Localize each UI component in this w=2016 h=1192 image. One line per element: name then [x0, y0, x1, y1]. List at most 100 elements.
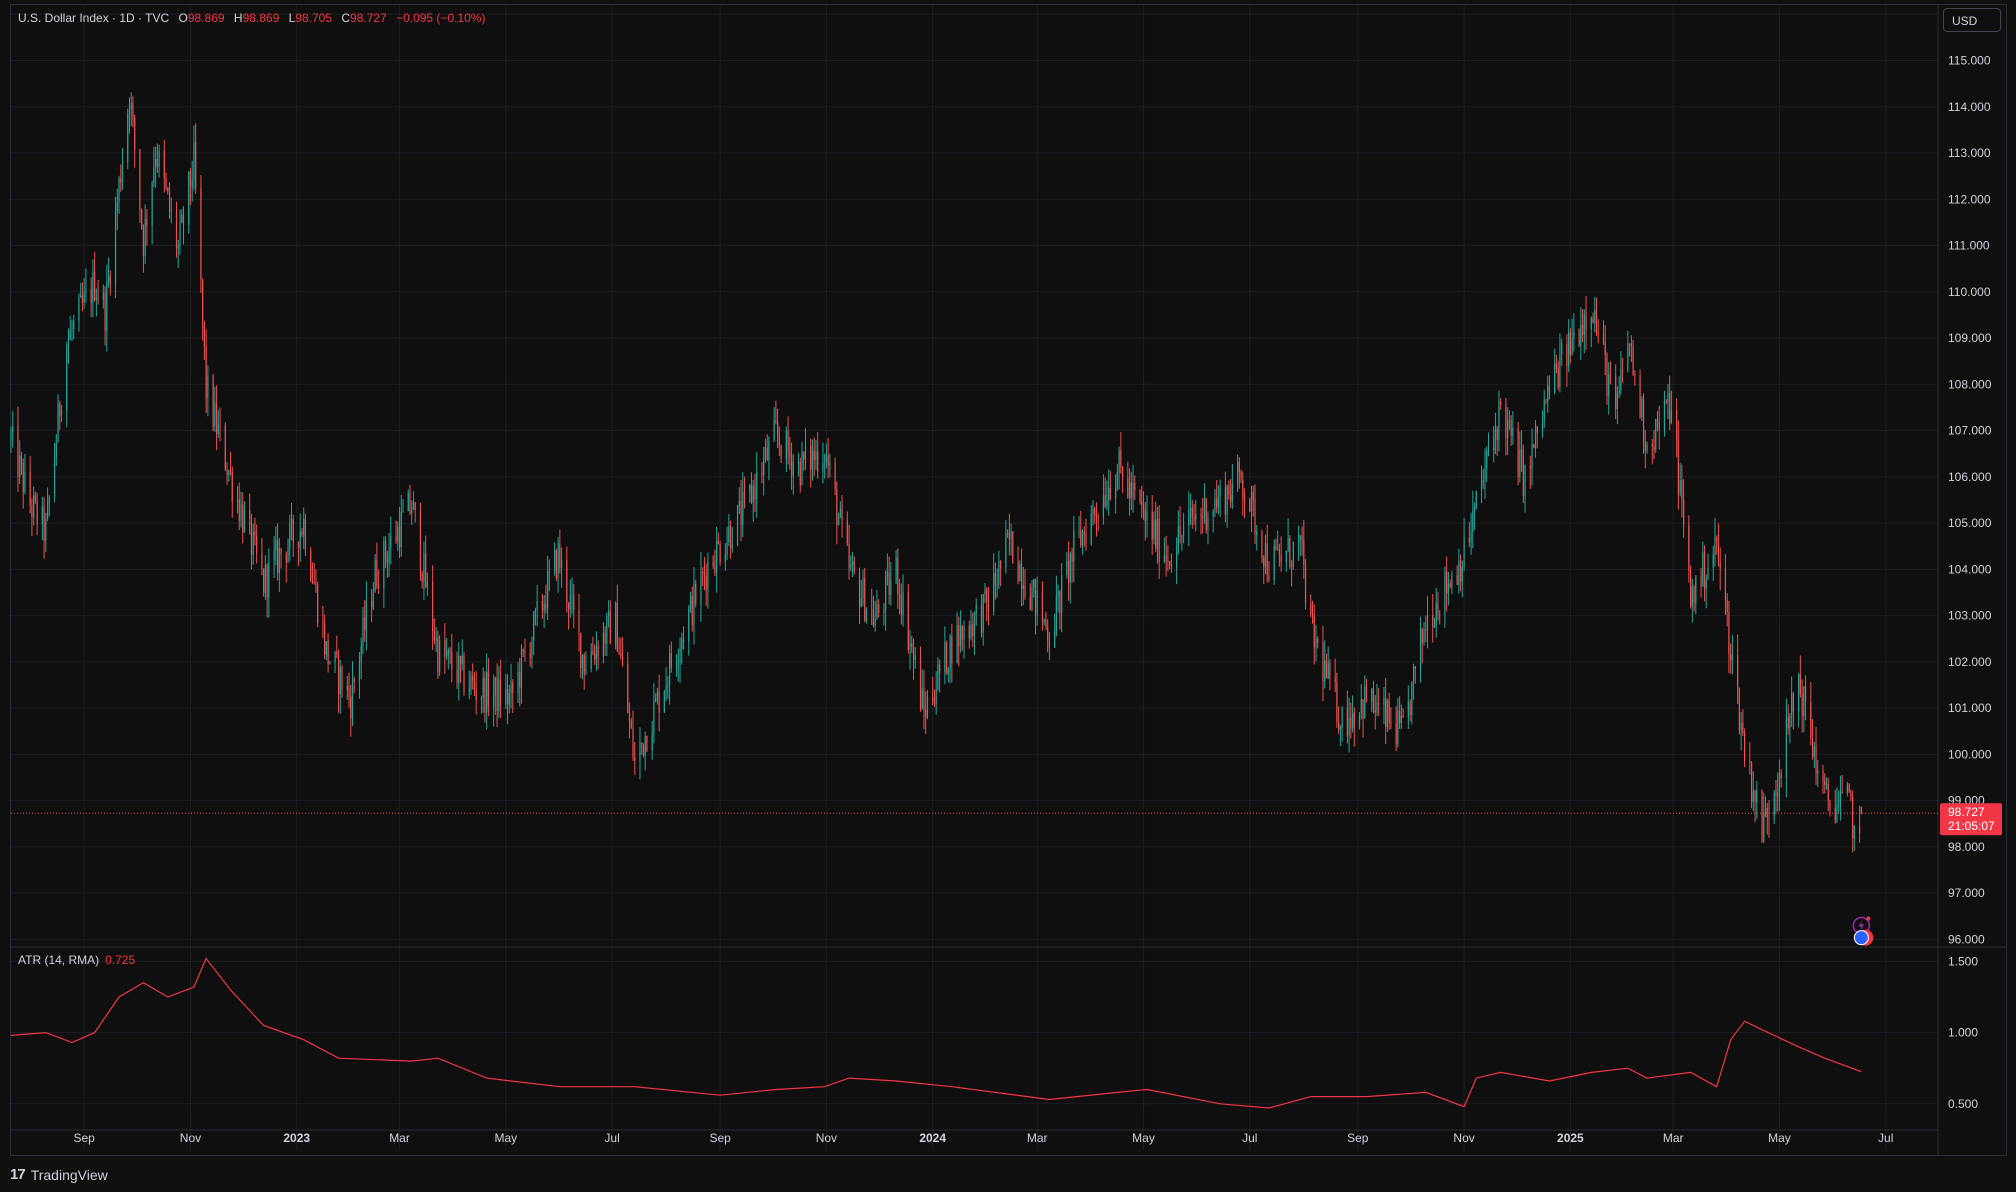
candle-body	[114, 210, 117, 285]
candle-body	[689, 596, 692, 610]
candle-body	[1815, 746, 1817, 774]
candle-body	[968, 626, 970, 639]
candle-body	[229, 470, 232, 472]
candle-body	[175, 210, 178, 249]
candle-body	[1202, 516, 1204, 518]
price-tick-label: 111.000	[1948, 239, 1990, 253]
candle-body	[1200, 513, 1202, 517]
candle-body	[961, 625, 963, 640]
candle-body	[702, 571, 704, 573]
candle-body	[1240, 471, 1242, 480]
candle-body	[1482, 479, 1484, 484]
candle-body	[1134, 483, 1136, 490]
candle-body	[362, 617, 364, 646]
candle-body	[1385, 698, 1387, 727]
candle-body	[1644, 441, 1646, 452]
candle-body	[341, 667, 343, 691]
candle-body	[858, 572, 861, 607]
candle-body	[541, 600, 544, 611]
candle-body	[1691, 586, 1693, 607]
candle-body	[1475, 491, 1477, 508]
price-label-box[interactable]	[1940, 803, 2002, 836]
tradingview-logo-icon[interactable]: 17	[10, 1166, 26, 1183]
candle-body	[506, 688, 509, 705]
candle-body	[1327, 662, 1329, 678]
candle-body	[620, 653, 622, 656]
candle-body	[364, 617, 366, 631]
candle-body	[1850, 792, 1852, 797]
candle-body	[10, 433, 12, 440]
candle-body	[426, 581, 429, 587]
candle-body	[386, 559, 388, 564]
candle-body	[1811, 738, 1814, 757]
candle-body	[804, 445, 807, 460]
candle-body	[1825, 783, 1828, 785]
candle-body	[949, 636, 951, 670]
candle-body	[322, 623, 324, 625]
candle-body	[1365, 686, 1368, 702]
price-tick-label: 100.000	[1948, 747, 1992, 761]
candle-body	[1444, 571, 1446, 615]
candle-body	[334, 652, 336, 663]
candle-body	[1350, 717, 1352, 729]
candle-body	[1756, 789, 1758, 803]
candle-body	[1547, 385, 1549, 402]
time-tick-label: Mar	[1027, 1131, 1048, 1145]
candle-body	[339, 667, 341, 694]
time-tick-label: May	[1768, 1131, 1791, 1145]
atr-title[interactable]: ATR (14, RMA)	[18, 953, 100, 967]
candle-body	[139, 149, 141, 211]
candle-body	[1008, 532, 1010, 540]
candle-body	[1604, 342, 1606, 356]
candle-body	[1224, 487, 1226, 515]
candle-body	[595, 645, 598, 660]
candle-body	[1663, 400, 1666, 430]
candle-body	[1019, 563, 1021, 581]
candle-body	[1827, 783, 1829, 801]
candle-body	[1033, 579, 1035, 588]
candle-body	[529, 653, 531, 658]
candle-body	[128, 108, 131, 114]
candle-body	[1641, 398, 1643, 418]
candle-body	[73, 320, 75, 330]
candle-body	[1407, 701, 1409, 718]
candle-body	[1005, 534, 1007, 569]
candle-body	[94, 271, 96, 300]
time-tick-label: Jul	[604, 1131, 619, 1145]
candle-body	[1132, 483, 1134, 498]
candle-body	[895, 557, 897, 581]
candle-body	[897, 557, 899, 595]
time-tick-label: 2024	[919, 1131, 946, 1145]
candle-body	[524, 651, 526, 654]
candle-body	[463, 655, 465, 692]
candle-body	[1665, 400, 1667, 402]
candle-body	[1022, 585, 1024, 590]
candle-body	[665, 685, 667, 692]
candle-body	[641, 742, 643, 744]
candle-body	[1798, 673, 1800, 712]
candle-body	[92, 271, 94, 303]
candle-body	[494, 676, 496, 696]
currency-button[interactable]: USD	[1943, 8, 2001, 32]
candle-body	[1073, 531, 1075, 562]
candle-body	[1561, 343, 1563, 354]
time-tick-label: Sep	[1347, 1131, 1369, 1145]
candle-body	[1371, 688, 1373, 702]
candle-body	[1167, 561, 1169, 563]
candle-body	[797, 462, 800, 464]
candle-body	[717, 540, 719, 545]
candle-body	[1700, 576, 1702, 587]
candle-body	[390, 535, 392, 549]
candle-body	[545, 603, 547, 609]
candle-body	[46, 502, 49, 520]
candle-body	[1728, 612, 1730, 654]
candle-body	[456, 669, 458, 683]
candle-body	[66, 346, 68, 411]
brand-name[interactable]: TradingView	[30, 1166, 108, 1183]
symbol-title[interactable]: U.S. Dollar Index · 1D · TVC	[18, 11, 170, 25]
candle-body	[614, 602, 617, 644]
candle-body	[1517, 427, 1519, 477]
candle-body	[1254, 499, 1256, 535]
candle-body	[1139, 489, 1141, 502]
